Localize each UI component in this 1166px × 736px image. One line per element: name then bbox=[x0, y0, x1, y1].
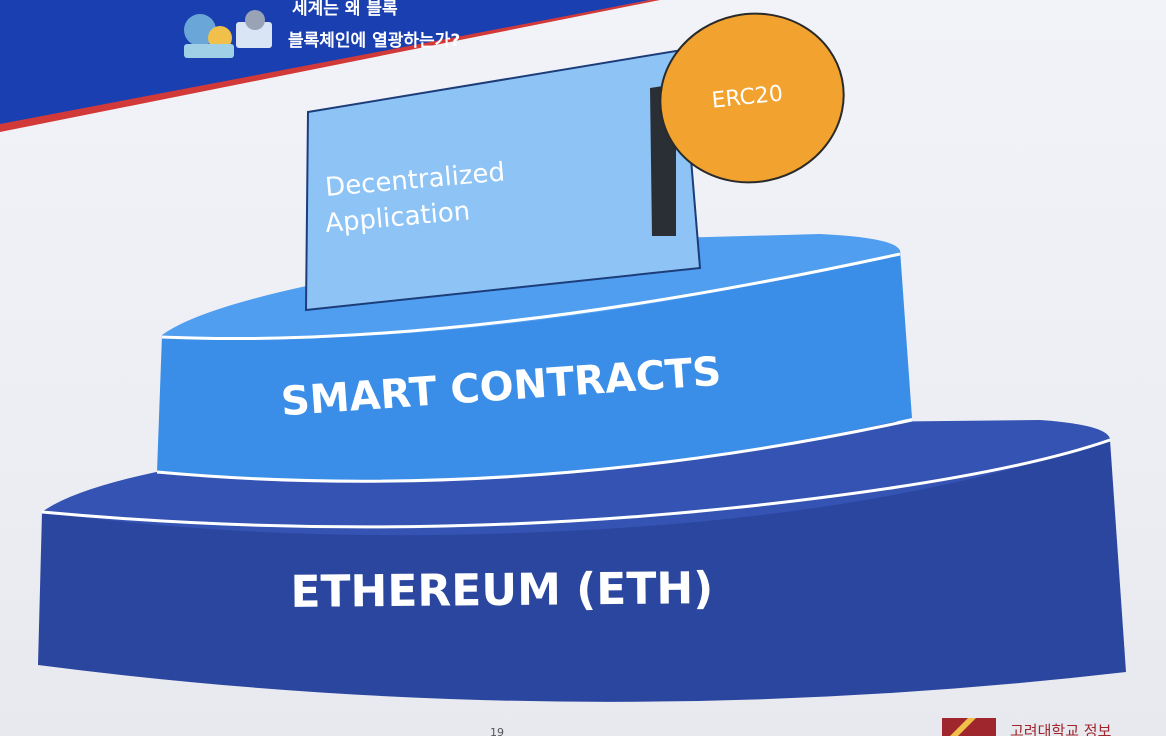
dapp-card: Decentralized Application bbox=[304, 48, 702, 312]
banner-title-line1: 세계는 왜 블록 bbox=[292, 0, 398, 19]
banner-illustration bbox=[184, 10, 272, 58]
page-number: 19 bbox=[490, 726, 504, 736]
erc20-badge: ERC20 bbox=[659, 12, 845, 184]
tier-smart-contracts: SMART CONTRACTS bbox=[156, 234, 913, 483]
university-name: 고려대학교 정보 bbox=[1010, 722, 1112, 736]
tier-ethereum-label: ETHEREUM (ETH) bbox=[290, 563, 713, 618]
header-banner: 세계는 왜 블록 블록체인에 열광하는가? bbox=[0, 0, 660, 132]
banner-title-line2: 블록체인에 열광하는가? bbox=[288, 31, 460, 51]
university-logo: 고려대학교 정보 bbox=[942, 718, 1112, 736]
